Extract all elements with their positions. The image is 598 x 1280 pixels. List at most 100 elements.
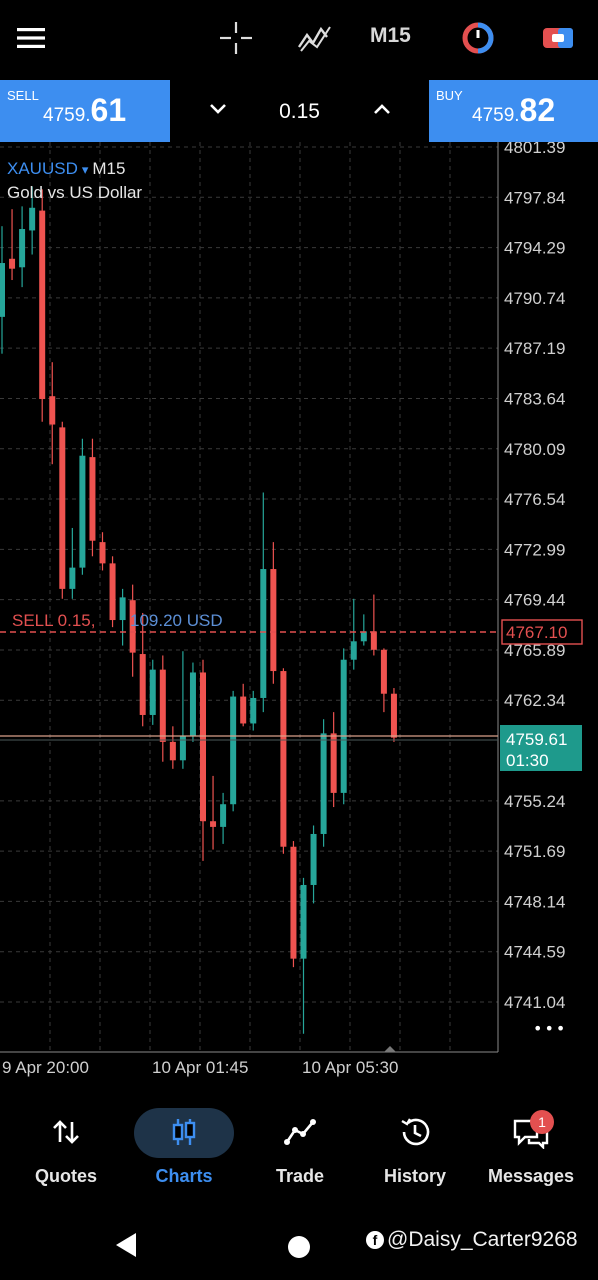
candle-body	[59, 427, 66, 589]
tab-messages[interactable]: 1 Messages	[472, 1098, 590, 1198]
tab-quotes[interactable]: Quotes	[7, 1098, 125, 1198]
history-icon	[390, 1114, 440, 1150]
candle-body	[310, 833, 317, 885]
back-icon[interactable]	[112, 1230, 140, 1260]
candle-body	[129, 600, 136, 653]
volume-control: 0.15	[172, 80, 427, 142]
candle-body	[330, 733, 337, 793]
price-chart[interactable]: 4801.39 4797.84 4794.29 4790.74 4787.19 4783.…	[0, 142, 598, 1094]
symbol-description: Gold vs US Dollar	[7, 183, 142, 202]
candle-body	[179, 736, 186, 761]
tab-messages-label: Messages	[487, 1166, 575, 1186]
symbol-header[interactable]: XAUUSD ▾ M15	[7, 159, 125, 178]
candle-body	[240, 696, 247, 724]
sell-price-main: 4759.	[43, 105, 91, 126]
candle-body	[109, 563, 116, 621]
candle-body	[159, 669, 166, 742]
price-tick-label: 4769.44	[504, 591, 565, 610]
quotes-icon	[41, 1114, 91, 1150]
price-tick-label: 4751.69	[504, 842, 565, 861]
candle-body	[0, 263, 5, 317]
bid-price: 4759.61	[506, 730, 567, 749]
buy-label: BUY	[436, 88, 463, 103]
price-tick-label: 4801.39	[504, 142, 565, 157]
price-tick-label: 4790.74	[504, 289, 565, 308]
buy-price-main: 4759.	[472, 105, 520, 126]
price-tick-label: 4787.19	[504, 339, 565, 358]
more-options-icon[interactable]: •••	[533, 1019, 567, 1038]
chart-color-icon[interactable]	[460, 20, 496, 56]
price-tick-label: 4772.99	[504, 540, 565, 559]
price-axis: 4801.39 4797.84 4794.29 4790.74 4787.19 4783.…	[504, 142, 565, 1012]
time-tick-label: 9 Apr 20:00	[2, 1058, 89, 1077]
symbol-dropdown-icon: ▾	[82, 162, 89, 177]
candle-body	[19, 229, 26, 268]
price-tick-label: 4797.84	[504, 188, 565, 207]
candle-body	[29, 207, 36, 231]
tab-charts[interactable]: Charts	[125, 1098, 243, 1198]
chevron-up-icon	[374, 104, 390, 114]
candle-body	[210, 821, 217, 827]
candle-body	[370, 631, 377, 650]
scroll-marker-icon	[384, 1046, 396, 1052]
one-click-trade-panel: SELL 4759.61 0.15 BUY 4759.82	[0, 80, 598, 142]
volume-decrease-button[interactable]	[208, 101, 228, 122]
chart-grid	[0, 142, 498, 1052]
tab-history-label: History	[383, 1166, 446, 1186]
price-tick-label: 4755.24	[504, 792, 565, 811]
indicators-icon[interactable]	[297, 20, 333, 56]
tab-quotes-label: Quotes	[34, 1166, 97, 1186]
candle-body	[280, 671, 287, 847]
candle-body	[49, 396, 56, 425]
candle-body	[250, 697, 257, 724]
time-tick-label: 10 Apr 01:45	[152, 1058, 248, 1077]
candle-body	[89, 457, 96, 541]
candle-body	[350, 641, 357, 660]
candle-body	[99, 542, 106, 564]
home-icon[interactable]	[286, 1234, 312, 1260]
tab-history[interactable]: History	[356, 1098, 474, 1198]
charts-icon	[159, 1114, 209, 1150]
candle-body	[360, 631, 367, 642]
symbol-timeframe: M15	[92, 159, 125, 178]
candle-body	[270, 569, 277, 672]
candle-body	[139, 654, 146, 715]
candle-body	[169, 741, 176, 761]
price-tick-label: 4783.64	[504, 389, 565, 408]
bottom-navigation: Quotes Charts Trade History 1 Messages	[0, 1098, 598, 1198]
object-icon[interactable]	[540, 20, 576, 56]
price-tick-label: 4744.59	[504, 943, 565, 962]
chevron-down-icon	[210, 104, 226, 114]
timeframe-selector[interactable]: M15	[370, 24, 411, 47]
price-tick-label: 4741.04	[504, 993, 565, 1012]
position-profit: 109.20 USD	[130, 611, 223, 630]
candle-body	[79, 455, 86, 568]
volume-increase-button[interactable]	[372, 101, 392, 122]
menu-icon[interactable]	[13, 20, 49, 56]
candle-body	[189, 672, 196, 737]
top-toolbar: M15	[0, 0, 598, 78]
price-tick-label: 4762.34	[504, 691, 565, 710]
watermark-handle: @Daisy_Carter9268	[387, 1228, 578, 1251]
tab-trade-label: Trade	[275, 1166, 325, 1186]
time-axis: 9 Apr 20:00 10 Apr 01:45 10 Apr 05:30	[2, 1058, 398, 1077]
sell-label: SELL	[7, 88, 39, 103]
candle-body	[260, 569, 267, 698]
buy-price: 4759.82	[472, 92, 555, 129]
bid-price-box	[500, 725, 582, 771]
candle-body	[9, 258, 16, 269]
candle-body	[69, 567, 76, 589]
candle-body	[39, 210, 46, 400]
tab-trade[interactable]: Trade	[241, 1098, 359, 1198]
price-tick-label: 4776.54	[504, 490, 565, 509]
position-price-box	[501, 619, 583, 645]
position-price: 4767.10	[506, 623, 567, 642]
price-tick-label: 4780.09	[504, 440, 565, 459]
volume-value[interactable]: 0.15	[279, 100, 320, 123]
buy-button[interactable]: BUY 4759.82	[429, 80, 598, 142]
time-tick-label: 10 Apr 05:30	[302, 1058, 398, 1077]
sell-button[interactable]: SELL 4759.61	[0, 80, 170, 142]
active-tab-indicator	[134, 1108, 234, 1158]
price-tick-label: 4765.89	[504, 641, 565, 660]
crosshair-icon[interactable]	[218, 20, 254, 56]
